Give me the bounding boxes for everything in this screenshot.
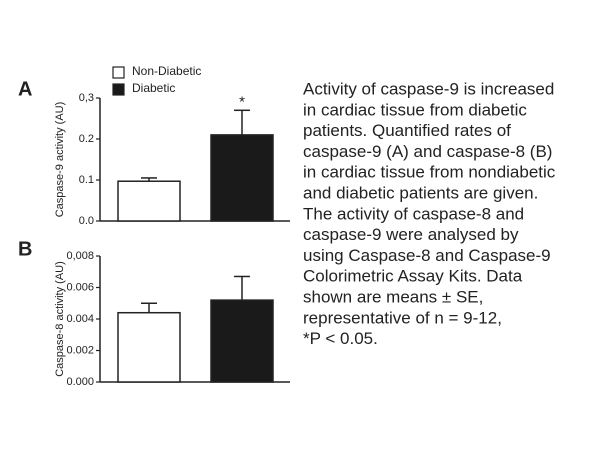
y-tick-label: 0.2 [79, 133, 94, 145]
y-axis-label: Caspase-8 activity (AU) [54, 261, 66, 377]
y-tick-label: 0,008 [66, 250, 94, 262]
y-tick-label: 0.000 [66, 376, 94, 388]
caption-line: shown are means ± SE, [303, 287, 483, 306]
bar [210, 134, 274, 222]
bar [117, 311, 181, 383]
caption-line: in cardiac tissue from diabetic [303, 100, 527, 119]
y-axis-label: Caspase-9 activity (AU) [54, 102, 66, 218]
legend-label: Diabetic [132, 81, 175, 95]
y-tick-label: 0.0 [79, 215, 94, 227]
caption-line: caspase-9 (A) and caspase-8 (B) [303, 142, 552, 161]
y-tick-label: 0.004 [66, 313, 94, 325]
y-tick-label: 0.1 [79, 174, 94, 186]
legend-swatch [112, 66, 125, 79]
caption-line: and diabetic patients are given. [303, 183, 538, 202]
caption-line: *P < 0.05. [303, 329, 378, 348]
y-tick-label: 0.002 [66, 344, 94, 356]
y-tick-label: 0.006 [66, 281, 94, 293]
bar [117, 180, 181, 222]
caption-line: caspase-9 were analysed by [303, 225, 519, 244]
caption-line: The activity of caspase-8 and [303, 204, 524, 223]
legend-label: Non-Diabetic [132, 64, 201, 78]
legend-swatch [112, 83, 125, 96]
caption-line: representative of n = 9-12, [303, 308, 502, 327]
significance-mark: * [239, 93, 245, 110]
caption-line: patients. Quantified rates of [303, 121, 511, 140]
caption-line: Activity of caspase-9 is increased [303, 79, 554, 98]
caption-line: in cardiac tissue from nondiabetic [303, 163, 556, 182]
caption-line: Colorimetric Assay Kits. Data [303, 267, 523, 286]
panel-label: B [18, 238, 32, 260]
bar [210, 299, 274, 383]
caption-line: using Caspase-8 and Caspase-9 [303, 246, 551, 265]
panel-label: A [18, 78, 32, 100]
y-tick-label: 0,3 [79, 92, 94, 104]
